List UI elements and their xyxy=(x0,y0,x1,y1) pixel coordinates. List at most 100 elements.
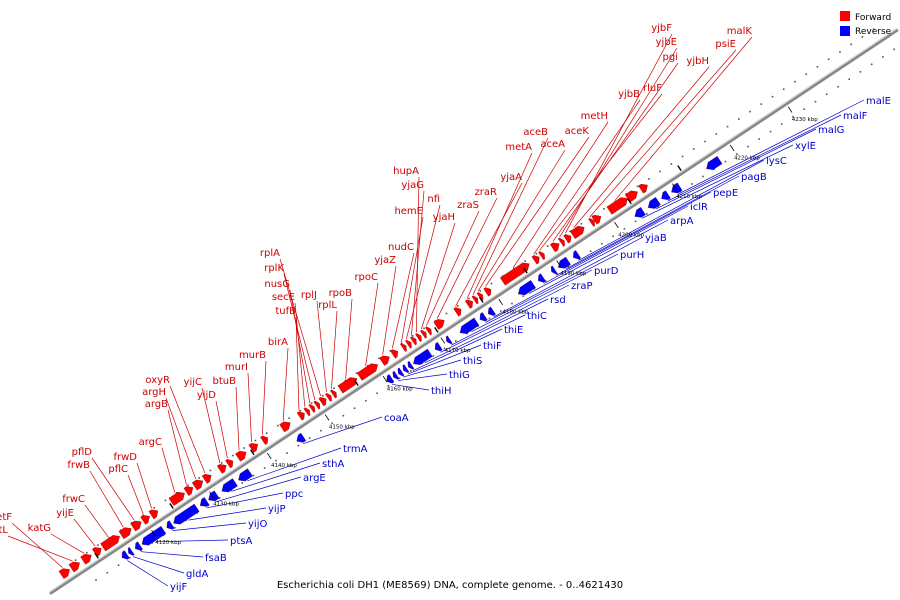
gene-label-yijd: yijD xyxy=(197,390,216,401)
leader-line xyxy=(201,387,221,464)
gene-arrow-rluf xyxy=(538,251,545,261)
gene-arrow-yjaz xyxy=(379,355,390,366)
gene-arrow-zrar xyxy=(433,319,445,330)
leader-line xyxy=(402,359,462,378)
leader-line xyxy=(231,462,321,492)
gene-arrow-rpla xyxy=(318,397,327,407)
guide-dot xyxy=(254,439,257,442)
leader-line xyxy=(552,62,679,242)
leader-line xyxy=(140,551,204,558)
tick-label: 4170 kbp xyxy=(445,348,471,354)
gene-label-yijp: yijP xyxy=(268,504,286,515)
leader-line xyxy=(289,289,311,404)
guide-dot xyxy=(322,394,324,397)
gene-arrow-aceb xyxy=(471,295,479,305)
guide-dot xyxy=(218,497,221,499)
tick-mark xyxy=(498,298,504,306)
gene-label-tufb: tufB xyxy=(275,306,296,317)
leader-line xyxy=(406,204,441,340)
guide-dot xyxy=(398,377,401,380)
gene-label-frwc: frwC xyxy=(62,494,85,505)
gene-arrow-this xyxy=(397,367,405,377)
guide-dot xyxy=(747,145,749,148)
leader-line xyxy=(455,182,523,307)
guide-dot xyxy=(850,43,852,46)
tick-label: 4160 kbp xyxy=(387,386,413,392)
gene-label-frwb: frwB xyxy=(67,460,90,471)
guide-dot xyxy=(187,484,189,487)
leader-line xyxy=(485,253,619,323)
leader-line xyxy=(391,252,415,349)
guide-dot xyxy=(872,28,875,31)
feature-mark xyxy=(169,503,174,509)
guide-dot xyxy=(780,123,783,125)
gene-arrow-lysc xyxy=(573,250,581,260)
guide-dot xyxy=(97,544,99,547)
guide-dot xyxy=(601,242,603,245)
gene-arrow-acek xyxy=(483,287,492,297)
guide-dot xyxy=(839,51,841,53)
gene-label-iclr: iclR xyxy=(690,202,708,213)
gene-label-pflc: pflC xyxy=(108,464,128,475)
leader-line xyxy=(11,522,63,568)
gene-label-yjab: yjaB xyxy=(645,233,667,244)
tick-label: 4140 kbp xyxy=(271,463,297,469)
leader-line xyxy=(165,397,197,480)
leader-line xyxy=(50,533,85,554)
tick-label: 4120 kbp xyxy=(155,540,181,546)
gene-label-yjaz: yjaZ xyxy=(374,255,396,266)
leader-line xyxy=(295,316,300,411)
gene-arrow-iclr xyxy=(538,273,546,283)
leader-line xyxy=(247,447,342,482)
guide-dot xyxy=(128,556,131,559)
gene-arrow-coaa xyxy=(296,432,307,443)
gene-arrow-heme xyxy=(400,343,407,352)
guide-dot xyxy=(825,93,828,96)
leader-line xyxy=(155,539,229,543)
leader-line xyxy=(215,400,228,459)
gene-label-yjag: yjaG xyxy=(401,180,424,191)
guide-dot xyxy=(861,36,864,38)
leader-line xyxy=(136,462,152,509)
gene-label-zras: zraS xyxy=(457,200,479,211)
guide-dot xyxy=(409,370,412,372)
gene-label-murb: murB xyxy=(239,350,266,361)
guide-dot xyxy=(299,409,302,412)
guide-dot xyxy=(353,407,356,410)
guide-dot xyxy=(691,183,693,185)
gene-arrow-nusg xyxy=(308,404,316,413)
guide-dot xyxy=(646,213,648,215)
gene-arrow-malk xyxy=(606,197,628,215)
guide-dot xyxy=(173,527,176,529)
gene-arrow-xyle xyxy=(634,206,646,218)
leader-line xyxy=(127,560,169,587)
leader-line xyxy=(279,258,321,397)
gene-arrow-thie xyxy=(407,360,415,370)
leader-line xyxy=(294,302,306,407)
gene-label-thih: thiH xyxy=(431,386,452,397)
guide-dot xyxy=(612,235,614,238)
gene-label-metf: metF xyxy=(0,512,12,523)
guide-dot xyxy=(297,444,300,447)
gene-arrow-yjaa xyxy=(453,307,462,317)
gene-label-argc: argC xyxy=(139,437,162,448)
gene-arrow-yjab xyxy=(488,306,496,316)
guide-dot xyxy=(589,250,592,253)
gene-label-meta: metA xyxy=(505,142,532,153)
gene-arrow-glda xyxy=(127,546,135,556)
gene-label-rpob: rpoB xyxy=(329,288,353,299)
leader-line xyxy=(407,344,482,375)
gene-label-yijo: yijO xyxy=(248,519,267,530)
gene-label-rplk: rplK xyxy=(264,263,284,274)
gene-label-psie: psiE xyxy=(715,39,736,50)
tick-label: 4230 kbp xyxy=(792,117,818,123)
gene-arrow-frwd xyxy=(148,509,159,520)
gene-label-fsab: fsaB xyxy=(205,553,227,564)
gene-arrow-thig xyxy=(392,370,400,380)
guide-dot xyxy=(423,327,425,330)
leader-line xyxy=(472,137,549,295)
leader-line xyxy=(392,384,430,391)
tick-mark xyxy=(556,260,561,267)
guide-dot xyxy=(535,252,538,255)
